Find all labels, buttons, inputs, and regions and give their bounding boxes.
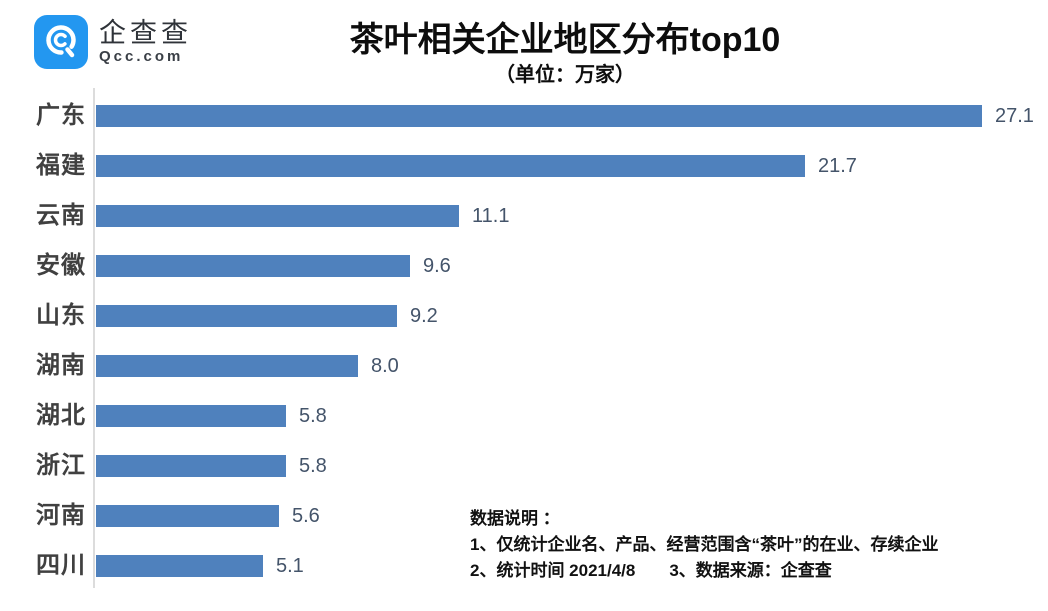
bar — [96, 305, 397, 327]
value-label: 5.6 — [292, 504, 320, 527]
category-label: 河南 — [36, 502, 86, 529]
bar — [96, 105, 982, 127]
data-note-line: 1、仅统计企业名、产品、经营范围含“茶叶”的在业、存续企业 — [470, 535, 939, 554]
value-label: 5.8 — [299, 454, 327, 477]
qcc-logo: 企查查 Qcc.com — [34, 15, 192, 69]
category-label: 福建 — [36, 152, 86, 179]
bar-row: 湖北 5.8 — [0, 402, 1048, 429]
logo-name: 企查查 — [99, 18, 192, 48]
category-label: 安徽 — [36, 252, 86, 279]
bar — [96, 355, 358, 377]
bar-row: 福建 21.7 — [0, 152, 1048, 179]
bar — [96, 505, 279, 527]
qcc-logo-text: 企查查 Qcc.com — [99, 18, 192, 66]
chart-title: 茶叶相关企业地区分布top10 — [349, 21, 781, 59]
value-label: 21.7 — [818, 154, 857, 177]
value-label: 27.1 — [995, 104, 1034, 127]
value-label: 9.6 — [423, 254, 451, 277]
qcc-logo-icon — [34, 15, 88, 69]
category-label: 湖北 — [36, 402, 86, 429]
bar-row: 山东 9.2 — [0, 302, 1048, 329]
data-note-line: 2、统计时间 2021/4/8 3、数据来源：企查查 — [470, 561, 832, 580]
bar-row: 云南 11.1 — [0, 202, 1048, 229]
bar-row: 湖南 8.0 — [0, 352, 1048, 379]
bar-row: 四川 5.1 — [0, 552, 1048, 579]
data-note-line: 数据说明 ： — [470, 509, 560, 528]
category-label: 云南 — [36, 202, 86, 229]
category-label: 广东 — [36, 102, 86, 129]
category-label: 四川 — [36, 552, 86, 579]
logo-domain: Qcc.com — [99, 48, 184, 65]
bar-row: 安徽 9.6 — [0, 252, 1048, 279]
value-label: 8.0 — [371, 354, 399, 377]
category-label: 浙江 — [36, 452, 86, 479]
value-label: 11.1 — [472, 204, 510, 227]
category-label: 山东 — [36, 302, 86, 329]
y-axis-line — [93, 88, 95, 588]
bar-row: 河南 5.6 — [0, 502, 1048, 529]
bar-row: 浙江 5.8 — [0, 452, 1048, 479]
bar-row: 广东 27.1 — [0, 102, 1048, 129]
chart-unit-subtitle: （单位：万家） — [495, 64, 635, 86]
value-label: 5.1 — [276, 554, 304, 577]
category-label: 湖南 — [36, 352, 86, 379]
bar — [96, 455, 286, 477]
value-label: 5.8 — [299, 404, 327, 427]
bar — [96, 205, 459, 227]
bar — [96, 255, 410, 277]
bar — [96, 555, 263, 577]
bar — [96, 155, 805, 177]
bar — [96, 405, 286, 427]
value-label: 9.2 — [410, 304, 438, 327]
data-notes: 数据说明 ： 1、仅统计企业名、产品、经营范围含“茶叶”的在业、存续企业 2、统计时… — [470, 506, 938, 584]
